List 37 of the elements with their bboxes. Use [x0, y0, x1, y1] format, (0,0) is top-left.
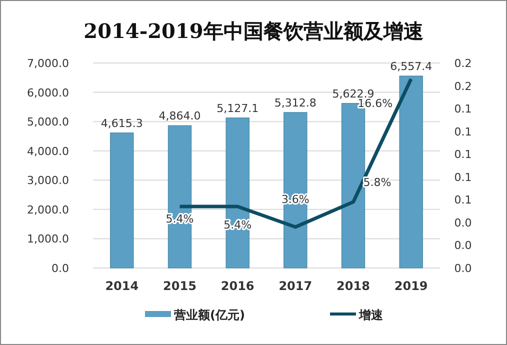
y2-tick-label: 0.1	[454, 148, 472, 162]
legend-label: 增速	[358, 308, 384, 322]
y2-tick-label: 0.2	[454, 57, 472, 70]
y2-tick-label: 0.1	[454, 102, 472, 116]
y-tick-label: 6,000.0	[27, 86, 69, 100]
y2-tick-label: 0.0	[454, 239, 472, 252]
data-label: 5,312.8	[274, 96, 316, 110]
y-tick-label: 5,000.0	[27, 116, 69, 129]
y2-tick-label: 0.1	[454, 170, 472, 184]
y2-tick-label: 0.1	[454, 194, 472, 207]
y2-tick-label: 0.1	[454, 125, 472, 138]
chart-title: 2014-2019年中国餐饮营业额及增速	[84, 19, 424, 43]
y-tick-label: 0.0	[52, 262, 69, 275]
y-tick-label: 2,000.0	[27, 203, 69, 216]
y-tick-label: 3,000.0	[27, 174, 69, 188]
y-tick-label: 7,000.0	[27, 57, 69, 70]
data-label: 4,864.0	[158, 110, 201, 123]
legend-label: 营业额(亿元)	[173, 308, 245, 322]
bar	[284, 112, 308, 268]
bar	[399, 76, 423, 268]
y2-tick-label: 0.0	[454, 216, 472, 230]
x-tick-label: 2017	[278, 279, 312, 293]
x-tick-label: 2019	[394, 279, 428, 293]
x-tick-label: 2016	[220, 279, 254, 293]
x-tick-label: 2015	[163, 279, 196, 293]
y-tick-label: 1,000.0	[27, 232, 69, 246]
bar	[226, 118, 250, 268]
y2-tick-label: 0.0	[454, 262, 472, 275]
y-tick-label: 4,000.0	[27, 144, 69, 158]
data-label: 6,557.4	[390, 60, 432, 73]
x-tick-label: 2014	[105, 279, 139, 293]
x-tick-label: 2018	[336, 279, 370, 293]
y2-tick-label: 0.2	[454, 80, 472, 93]
bar	[110, 132, 134, 268]
data-label: 4,615.3	[100, 116, 143, 130]
data-label: 5,127.1	[216, 102, 259, 115]
bar	[168, 125, 192, 268]
